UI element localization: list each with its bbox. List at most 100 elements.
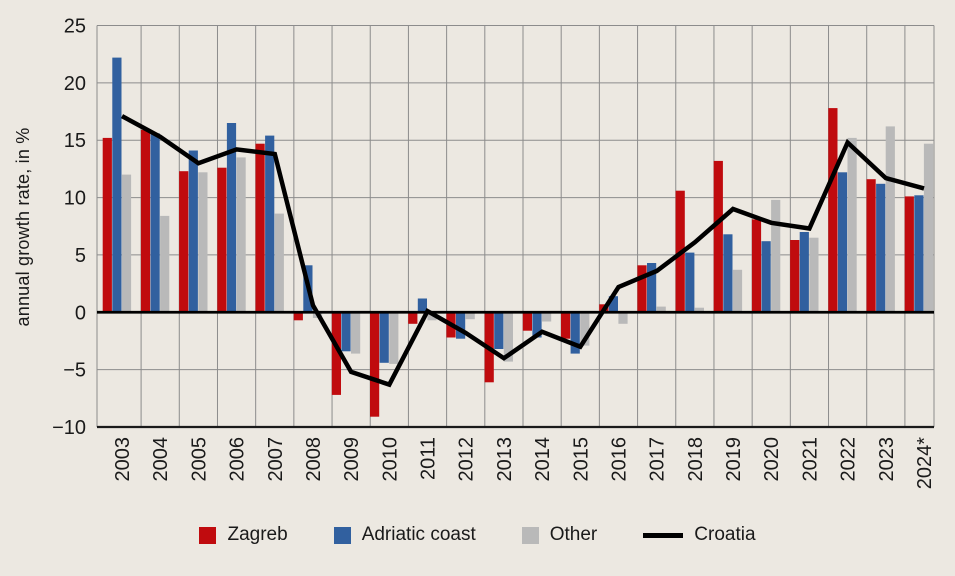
y-axis-label: annual growth rate, in %: [13, 127, 33, 327]
x-tick-label-2021: 2021: [799, 437, 821, 482]
legend-item-zagreb: Zagreb: [199, 524, 288, 546]
bar-adriatic-coast-2003: [112, 57, 122, 313]
x-tick-label-2018: 2018: [685, 437, 707, 482]
bar-other-2014: [542, 312, 552, 322]
legend-item-adriatic-coast: Adriatic coast: [333, 524, 476, 546]
bar-zagreb-2003: [102, 137, 112, 313]
bar-adriatic-coast-2015: [570, 312, 580, 354]
x-tick-label-2004: 2004: [150, 437, 172, 482]
x-tick-label-2014: 2014: [532, 437, 554, 482]
bar-adriatic-coast-2021: [799, 232, 809, 313]
legend: Zagreb Adriatic coast Other Croatia: [0, 524, 955, 546]
bar-adriatic-coast-2011: [417, 298, 427, 313]
legend-label-zagreb: Zagreb: [227, 524, 288, 545]
y-tick-label-10: 10: [64, 188, 86, 210]
bar-other-2012: [465, 312, 475, 320]
y-tick-label-25: 25: [64, 16, 86, 38]
legend-label-croatia: Croatia: [694, 524, 756, 545]
bar-adriatic-coast-2024: [914, 195, 924, 313]
bar-zagreb-2021: [790, 240, 800, 313]
x-tick-label-2020: 2020: [761, 437, 783, 482]
bar-zagreb-2024: [904, 196, 914, 313]
y-tick-label--10: −10: [52, 417, 86, 439]
bar-zagreb-2011: [408, 312, 418, 324]
y-tick-label-5: 5: [75, 245, 86, 267]
y-tick-label-15: 15: [64, 130, 86, 152]
legend-item-croatia: Croatia: [643, 524, 756, 546]
bar-zagreb-2005: [179, 171, 189, 313]
x-tick-label-2005: 2005: [188, 437, 210, 482]
bar-adriatic-coast-2017: [647, 263, 657, 313]
bar-other-2010: [389, 312, 399, 364]
x-tick-label-2009: 2009: [341, 437, 363, 482]
bar-adriatic-coast-2019: [723, 234, 733, 313]
legend-item-other: Other: [521, 524, 598, 546]
x-tick-label-2006: 2006: [227, 437, 249, 482]
bar-zagreb-2017: [637, 265, 647, 313]
croatia-line-swatch-icon: [643, 532, 684, 538]
x-tick-label-2008: 2008: [303, 437, 325, 482]
bar-other-2011: [427, 312, 437, 321]
x-tick-label-2013: 2013: [494, 437, 516, 482]
other-swatch-icon: [521, 526, 539, 544]
bar-zagreb-2007: [255, 143, 265, 313]
x-tick-label-2007: 2007: [265, 437, 287, 482]
y-tick-label--5: −5: [63, 360, 86, 382]
bar-zagreb-2020: [751, 219, 762, 313]
zagreb-swatch-icon: [199, 526, 217, 544]
x-tick-label-2019: 2019: [723, 437, 745, 482]
x-tick-label-2017: 2017: [647, 437, 669, 482]
x-tick-label-2024: 2024*: [914, 437, 936, 489]
bar-other-2013: [503, 312, 513, 362]
bar-zagreb-2008: [293, 312, 303, 321]
bar-other-2017: [656, 306, 666, 313]
legend-label-other: Other: [549, 524, 598, 545]
bar-other-2006: [236, 157, 246, 313]
bar-adriatic-coast-2009: [341, 312, 351, 352]
x-tick-label-2023: 2023: [876, 437, 898, 482]
bar-other-2023: [885, 126, 895, 313]
x-tick-label-2012: 2012: [456, 437, 478, 482]
bar-adriatic-coast-2007: [265, 135, 275, 313]
bar-adriatic-coast-2018: [685, 252, 695, 313]
bar-other-2005: [198, 172, 208, 313]
bar-adriatic-coast-2022: [837, 172, 848, 313]
bar-other-2020: [771, 199, 781, 313]
bar-other-2009: [351, 312, 361, 354]
bar-adriatic-coast-2010: [379, 312, 389, 363]
bar-adriatic-coast-2013: [494, 312, 504, 349]
bar-zagreb-2019: [713, 160, 723, 313]
bar-zagreb-2006: [217, 167, 227, 313]
bar-zagreb-2022: [828, 108, 838, 313]
bar-other-2016: [618, 312, 628, 324]
bar-other-2003: [121, 174, 132, 313]
bar-zagreb-2023: [866, 179, 876, 313]
y-tick-label-0: 0: [75, 302, 86, 324]
bar-adriatic-coast-2012: [456, 312, 466, 339]
bar-zagreb-2014: [522, 312, 532, 331]
bar-other-2018: [694, 307, 704, 313]
bar-adriatic-coast-2005: [188, 150, 198, 313]
bar-adriatic-coast-2016: [608, 296, 618, 313]
bar-other-2019: [732, 269, 743, 313]
adriatic-coast-swatch-icon: [333, 526, 351, 544]
bar-adriatic-coast-2023: [876, 183, 886, 313]
x-tick-label-2010: 2010: [379, 437, 401, 482]
x-tick-label-2003: 2003: [112, 437, 134, 482]
bar-zagreb-2004: [140, 129, 151, 313]
x-tick-label-2016: 2016: [609, 437, 631, 482]
bar-zagreb-2015: [561, 312, 571, 339]
x-tick-label-2015: 2015: [570, 437, 592, 482]
bar-zagreb-2009: [331, 312, 341, 395]
legend-label-adriatic-coast: Adriatic coast: [361, 524, 476, 545]
y-tick-label-20: 20: [64, 73, 86, 95]
bar-adriatic-coast-2020: [761, 241, 771, 313]
bar-zagreb-2010: [370, 312, 380, 417]
croatia-line: [120, 114, 925, 388]
bar-adriatic-coast-2006: [226, 123, 237, 313]
bar-other-2007: [274, 213, 284, 313]
bar-other-2022: [847, 137, 857, 313]
bar-adriatic-coast-2014: [532, 312, 542, 338]
